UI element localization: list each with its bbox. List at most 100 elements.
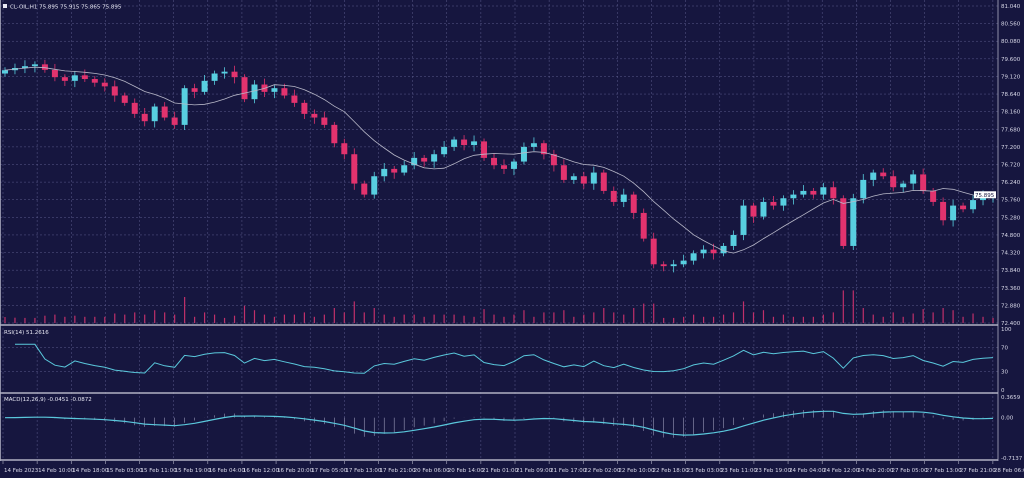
last-price-badge bbox=[974, 191, 996, 199]
candle-body bbox=[251, 84, 258, 100]
candle-body bbox=[221, 71, 228, 74]
candle-body bbox=[101, 82, 108, 87]
volume-bar bbox=[593, 312, 595, 323]
candle-body bbox=[341, 143, 348, 155]
volume-bar bbox=[752, 312, 755, 323]
candle-body bbox=[630, 194, 637, 213]
price-tick-label: 74.800 bbox=[1001, 233, 1021, 239]
candle-body bbox=[830, 187, 837, 199]
candle-body bbox=[790, 194, 797, 199]
volume-bar bbox=[832, 312, 834, 323]
volume-bar bbox=[383, 314, 385, 323]
volume-bars bbox=[4, 290, 994, 323]
volume-bar bbox=[194, 316, 196, 323]
symbol-menu-icon[interactable] bbox=[3, 4, 7, 8]
volume-bar bbox=[134, 312, 136, 323]
price-tick-label: 72.400 bbox=[1001, 321, 1021, 327]
rsi-tick-label: 100 bbox=[1001, 327, 1012, 333]
volume-bar bbox=[902, 316, 904, 323]
volume-bar bbox=[453, 314, 455, 323]
symbol-info: CL-OIL,H1 75.895 75.915 75.865 75.895 bbox=[10, 5, 122, 11]
candle-body bbox=[271, 88, 278, 92]
time-tick-label: 21 Feb 17:00 bbox=[550, 468, 587, 474]
time-tick-label: 27 Feb 21:00 bbox=[960, 468, 997, 474]
volume-bar bbox=[114, 313, 116, 323]
candle-body bbox=[810, 190, 817, 195]
time-tick-label: 24 Feb 12:00 bbox=[823, 468, 860, 474]
candle-body bbox=[351, 154, 358, 184]
macd-tick-label: 0.00 bbox=[1001, 416, 1014, 422]
volume-bar bbox=[982, 316, 984, 323]
price-tick-label: 79.120 bbox=[1001, 74, 1021, 80]
candle-body bbox=[840, 198, 847, 246]
candle-body bbox=[750, 205, 757, 217]
time-tick-label: 24 Feb 04:00 bbox=[789, 468, 826, 474]
volume-bar bbox=[663, 317, 665, 323]
volume-bar bbox=[423, 316, 425, 323]
volume-bar bbox=[852, 290, 854, 323]
time-tick-label: 21 Feb 09:00 bbox=[516, 468, 553, 474]
time-tick-label: 23 Feb 03:00 bbox=[687, 468, 724, 474]
volume-bar bbox=[573, 316, 575, 323]
candle-body bbox=[890, 176, 897, 188]
grid bbox=[0, 0, 998, 460]
candle-body bbox=[680, 260, 687, 265]
candle-body bbox=[560, 165, 567, 180]
volume-bar bbox=[333, 308, 335, 323]
time-tick-label: 20 Feb 14:00 bbox=[448, 468, 485, 474]
candle-body bbox=[111, 86, 118, 96]
volume-bar bbox=[782, 314, 785, 323]
time-tick-label: 16 Feb 12:00 bbox=[243, 468, 280, 474]
candle-body bbox=[940, 201, 947, 221]
candle-body bbox=[131, 102, 138, 114]
rsi-title: RSI(14) 51.2616 bbox=[4, 330, 49, 336]
volume-bar bbox=[14, 317, 16, 323]
volume-bar bbox=[932, 312, 934, 323]
volume-bar bbox=[124, 314, 126, 323]
candle-body bbox=[431, 154, 438, 162]
volume-bar bbox=[872, 314, 874, 323]
candle-body bbox=[910, 174, 917, 184]
volume-bar bbox=[802, 316, 804, 323]
time-tick-label: 17 Feb 05:00 bbox=[311, 468, 348, 474]
candle-body bbox=[181, 88, 188, 125]
candle-body bbox=[660, 264, 667, 267]
price-tick-label: 76.720 bbox=[1001, 163, 1021, 169]
time-tick-label: 17 Feb 13:00 bbox=[345, 468, 382, 474]
candle-body bbox=[161, 106, 168, 118]
volume-bar bbox=[792, 316, 795, 323]
candle-body bbox=[650, 238, 657, 265]
volume-bar bbox=[413, 314, 415, 323]
volume-bar bbox=[253, 310, 256, 323]
volume-bar bbox=[74, 315, 76, 323]
volume-bar bbox=[762, 310, 765, 323]
time-tick-label: 16 Feb 20:00 bbox=[277, 468, 314, 474]
volume-bar bbox=[962, 316, 964, 323]
time-tick-label: 14 Feb 2023 bbox=[4, 468, 39, 474]
time-tick-label: 21 Feb 01:00 bbox=[482, 468, 519, 474]
macd-tick-label: 0.3659 bbox=[1001, 395, 1021, 401]
volume-bar bbox=[603, 308, 605, 323]
volume-bar bbox=[144, 314, 146, 323]
candle-body bbox=[500, 165, 507, 169]
volume-bar bbox=[693, 314, 695, 323]
volume-bar bbox=[772, 316, 775, 323]
time-tick-label: 16 Feb 04:00 bbox=[209, 468, 246, 474]
candle-body bbox=[520, 146, 527, 162]
candle-body bbox=[780, 198, 787, 206]
volume-bar bbox=[4, 317, 6, 323]
candle-body bbox=[600, 172, 607, 191]
volume-bar bbox=[104, 316, 106, 323]
candle-body bbox=[800, 190, 807, 195]
candle-body bbox=[950, 205, 957, 221]
volume-bar bbox=[303, 312, 305, 323]
candles bbox=[1, 59, 997, 273]
volume-bar bbox=[683, 316, 685, 323]
candle-body bbox=[321, 117, 328, 125]
volume-bar bbox=[243, 305, 246, 323]
time-tick-label: 22 Feb 10:00 bbox=[618, 468, 655, 474]
candle-body bbox=[411, 157, 418, 166]
volume-bar bbox=[722, 314, 725, 323]
